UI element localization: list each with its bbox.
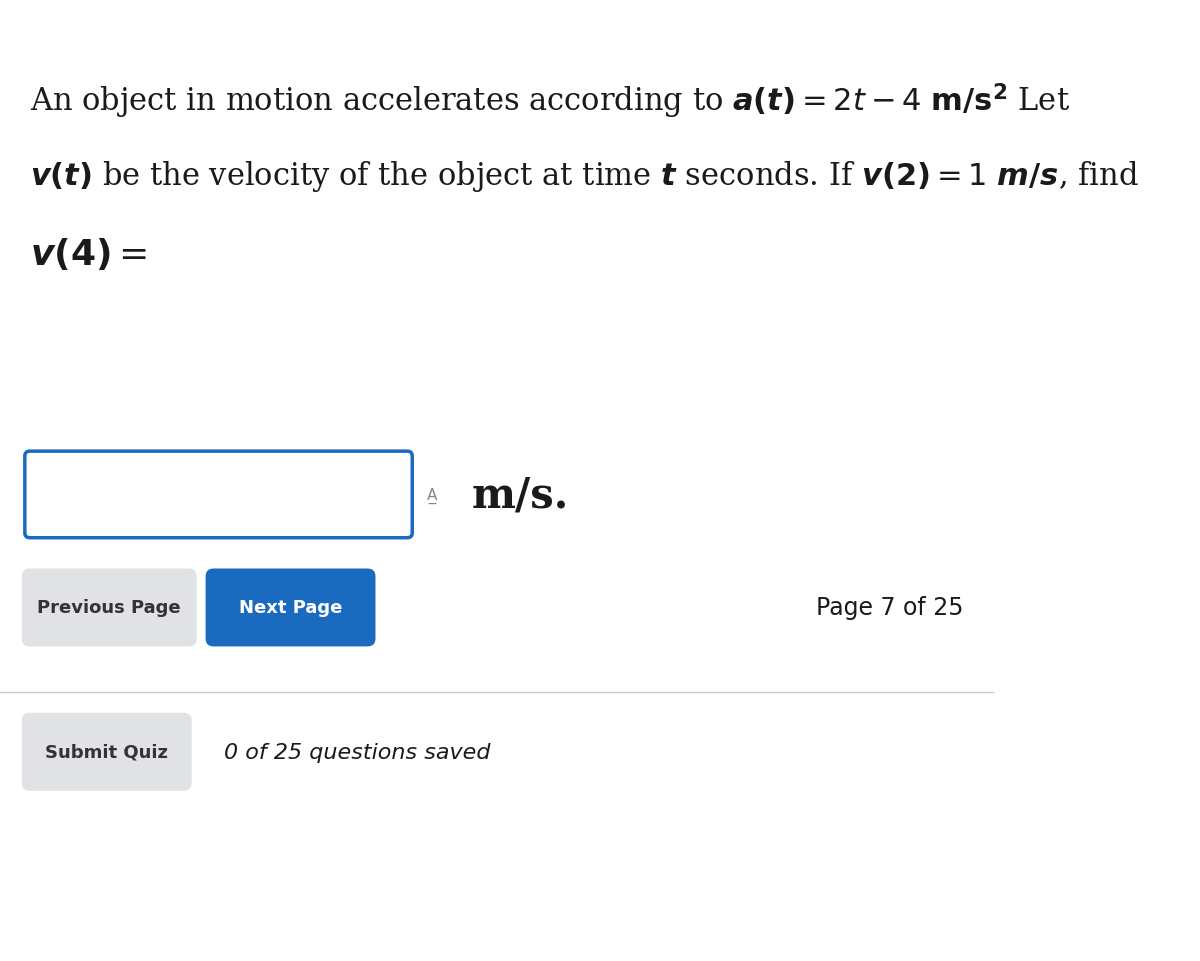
FancyBboxPatch shape (22, 569, 197, 647)
Text: Submit Quiz: Submit Quiz (46, 743, 168, 761)
Text: Next Page: Next Page (239, 599, 342, 617)
Text: Previous Page: Previous Page (37, 599, 181, 617)
FancyBboxPatch shape (22, 713, 192, 791)
FancyBboxPatch shape (205, 569, 376, 647)
Text: m/s.: m/s. (472, 474, 569, 516)
Text: $\boldsymbol{v(t)}$ be the velocity of the object at time $\boldsymbol{t}$ secon: $\boldsymbol{v(t)}$ be the velocity of t… (30, 159, 1139, 193)
Text: A̲̲: A̲̲ (427, 487, 438, 503)
Text: Page 7 of 25: Page 7 of 25 (816, 596, 964, 620)
FancyBboxPatch shape (25, 452, 413, 538)
Text: $\boldsymbol{v(4)} =$: $\boldsymbol{v(4)} =$ (30, 235, 148, 271)
Text: 0 of 25 questions saved: 0 of 25 questions saved (223, 742, 490, 762)
Text: An object in motion accelerates according to $\boldsymbol{a(t)} = 2t - 4\ \mathb: An object in motion accelerates accordin… (30, 82, 1070, 121)
